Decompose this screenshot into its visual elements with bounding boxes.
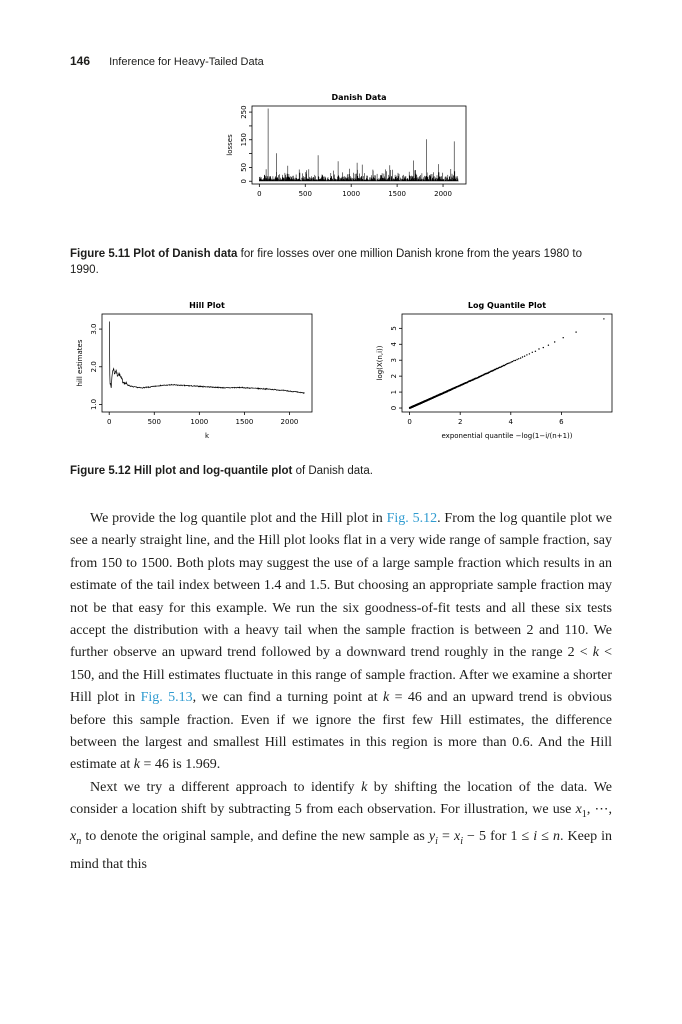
math-var: x	[70, 829, 77, 845]
figure-5-12-caption-bold: Hill plot and log-quantile plot	[133, 465, 293, 477]
math-var: x	[453, 829, 461, 845]
math-subscript: i	[435, 836, 438, 848]
svg-text:4: 4	[509, 418, 514, 426]
svg-text:1500: 1500	[388, 190, 406, 198]
svg-text:150: 150	[240, 133, 248, 146]
log-quantile-plot-chart: Log Quantile Plot 0 2 4 6 0 1 2 3 4 5 log(X(n,i)) ex…	[360, 300, 622, 455]
svg-text:50: 50	[240, 163, 248, 172]
figure-5-12-caption: Figure 5.12 Hill plot and log-quantile p…	[70, 464, 612, 480]
svg-text:Danish Data: Danish Data	[332, 93, 387, 102]
svg-text:6: 6	[559, 418, 564, 426]
svg-text:Log Quantile Plot: Log Quantile Plot	[468, 301, 546, 310]
svg-text:0: 0	[240, 179, 248, 183]
math-var: n	[552, 829, 560, 845]
svg-text:2000: 2000	[281, 418, 299, 426]
math-var: y	[428, 829, 436, 845]
svg-text:0: 0	[257, 190, 261, 198]
svg-text:1000: 1000	[342, 190, 360, 198]
figure-link[interactable]: Fig. 5.13	[140, 690, 193, 706]
logq-chart-svg: Log Quantile Plot 0 2 4 6 0 1 2 3 4 5 log(X(n,i)) ex…	[376, 301, 613, 440]
math-var: k	[592, 645, 599, 661]
danish-chart-svg: Danish Data 0 500 1000 1500 2000 0 50 150 250 loss…	[226, 93, 467, 198]
svg-text:log(X(n,i)): log(X(n,i))	[376, 345, 384, 380]
body-paragraph: We provide the log quantile plot and the…	[70, 511, 612, 773]
math-var: k	[383, 690, 390, 706]
figure-5-11-caption-text: for fire losses over one million Danish …	[70, 248, 582, 276]
figure-5-12-label: Figure 5.12	[70, 465, 131, 477]
math-var: i	[533, 829, 538, 845]
svg-text:losses: losses	[226, 134, 234, 156]
svg-text:k: k	[205, 432, 210, 440]
svg-text:250: 250	[240, 105, 248, 118]
math-subscript: i	[460, 836, 463, 848]
svg-text:exponential quantile −log(1−i/: exponential quantile −log(1−i/(n+1))	[442, 432, 573, 440]
svg-text:1: 1	[390, 390, 398, 394]
page-header: 146 Inference for Heavy-Tailed Data	[70, 54, 264, 68]
figure-5-12-caption-text: of Danish data.	[295, 465, 373, 477]
danish-data-chart: Danish Data 0 500 1000 1500 2000 0 50 150 250 loss…	[0, 92, 682, 215]
svg-text:1500: 1500	[235, 418, 253, 426]
svg-text:2000: 2000	[434, 190, 452, 198]
page-number: 146	[70, 54, 91, 68]
math-var: x	[575, 802, 582, 818]
svg-text:2: 2	[458, 418, 462, 426]
figure-5-11-label: Figure 5.11	[70, 248, 131, 260]
figure-5-11-caption: Figure 5.11 Plot of Danish data for fire…	[70, 247, 612, 279]
svg-text:500: 500	[299, 190, 312, 198]
svg-text:hill estimates: hill estimates	[76, 339, 84, 386]
running-head-title: Inference for Heavy-Tailed Data	[109, 56, 264, 68]
hill-chart-svg: Hill Plot 0 500 1000 1500 2000 1.0 2.0 3.0 hill e…	[76, 301, 313, 440]
body-text: We provide the log quantile plot and the…	[70, 508, 612, 876]
svg-text:1000: 1000	[190, 418, 208, 426]
svg-text:1.0: 1.0	[90, 399, 98, 410]
math-subscript: 1	[581, 809, 587, 821]
body-paragraph: Next we try a different approach to iden…	[70, 779, 613, 872]
figure-5-11-caption-bold: Plot of Danish data	[133, 248, 238, 260]
svg-text:0: 0	[407, 418, 411, 426]
svg-text:4: 4	[390, 342, 398, 347]
math-var: k	[133, 757, 140, 773]
svg-text:0: 0	[107, 418, 111, 426]
figure-5-11: Danish Data 0 500 1000 1500 2000 0 50 150 250 loss…	[0, 92, 682, 215]
svg-text:0: 0	[390, 406, 398, 410]
svg-text:Hill Plot: Hill Plot	[189, 301, 225, 310]
svg-text:5: 5	[390, 326, 398, 330]
svg-text:2: 2	[390, 374, 398, 378]
figure-5-12: Hill Plot 0 500 1000 1500 2000 1.0 2.0 3.0 hill e…	[60, 300, 622, 455]
figure-link[interactable]: Fig. 5.12	[386, 511, 438, 526]
math-subscript: n	[76, 836, 82, 848]
svg-text:2.0: 2.0	[90, 361, 98, 372]
math-var: k	[361, 779, 368, 795]
svg-text:500: 500	[148, 418, 161, 426]
svg-text:3: 3	[390, 358, 398, 362]
svg-text:3.0: 3.0	[90, 324, 98, 335]
hill-plot-chart: Hill Plot 0 500 1000 1500 2000 1.0 2.0 3.0 hill e…	[60, 300, 322, 455]
